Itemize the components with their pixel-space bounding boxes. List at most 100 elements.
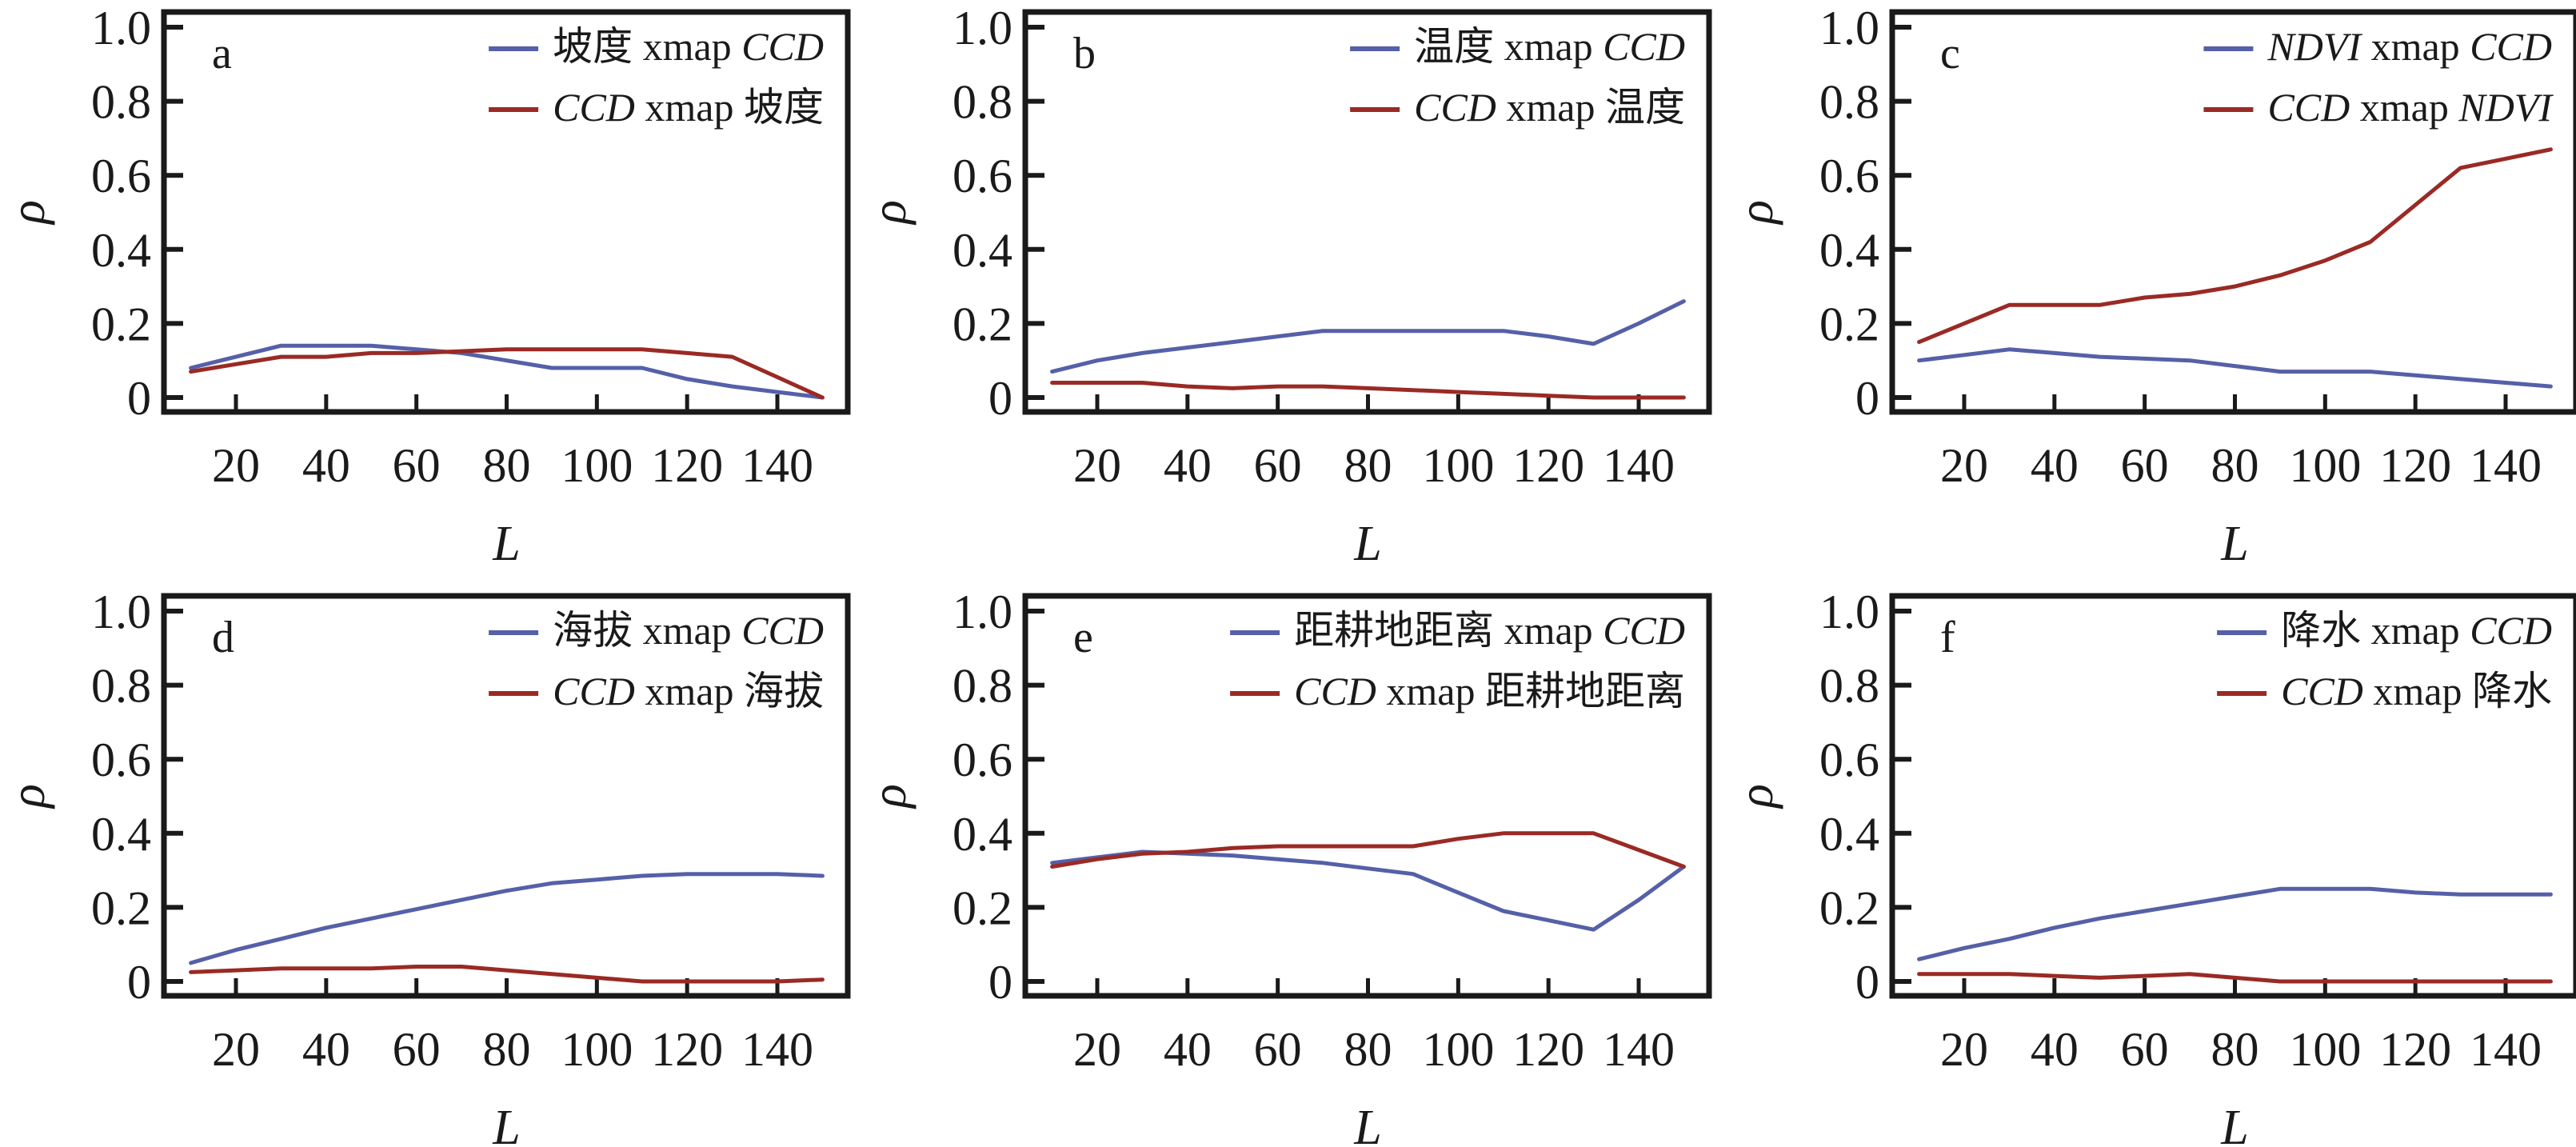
x-tick-label: 40 bbox=[2031, 1023, 2079, 1076]
x-tick-label: 60 bbox=[1254, 1023, 1302, 1076]
y-tick-label: 0.4 bbox=[91, 224, 151, 277]
series-line-ccd-xmap-var bbox=[1050, 831, 1686, 869]
y-tick-label: 1.0 bbox=[953, 585, 1012, 638]
x-tick-label: 120 bbox=[1512, 439, 1584, 492]
x-tick-label: 40 bbox=[2031, 439, 2079, 492]
series-line-ccd-xmap-var bbox=[189, 347, 825, 400]
x-tick-label: 40 bbox=[302, 1023, 350, 1076]
x-tick-label: 20 bbox=[1940, 1023, 1988, 1076]
y-axis-label: ρ bbox=[862, 200, 917, 226]
y-tick-label: 1.0 bbox=[953, 2, 1012, 54]
x-tick-label: 140 bbox=[2470, 439, 2542, 492]
panel-a: 0 0.2 0.4 0.6 0.8 1.0 20 40 60 80 100 120 140 Lρ a 坡度 x… bbox=[1, 2, 851, 571]
y-tick-label: 1.0 bbox=[1819, 585, 1879, 638]
x-tick-label: 20 bbox=[1073, 1023, 1121, 1076]
x-tick-label: 100 bbox=[2289, 439, 2361, 492]
panel-c: 0 0.2 0.4 0.6 0.8 1.0 20 40 60 80 100 120 140 Lρ c NDVI… bbox=[1729, 2, 2576, 571]
x-tick-label: 140 bbox=[1603, 1023, 1675, 1076]
y-tick-label: 0 bbox=[1855, 372, 1879, 425]
x-tick-label: 120 bbox=[2379, 1023, 2451, 1076]
y-tick-label: 0.2 bbox=[1819, 298, 1879, 350]
y-tick-label: 0.2 bbox=[953, 298, 1012, 350]
x-tick-label: 100 bbox=[1422, 439, 1494, 492]
panel-letter: d bbox=[212, 613, 234, 662]
x-tick-label: 120 bbox=[1512, 1023, 1584, 1076]
x-tick-label: 20 bbox=[212, 1023, 260, 1076]
y-tick-label: 0 bbox=[988, 956, 1012, 1009]
y-tick-label: 1.0 bbox=[1819, 2, 1879, 54]
y-tick-label: 0.8 bbox=[91, 660, 151, 713]
y-tick-label: 0.8 bbox=[91, 76, 151, 129]
panel-d: 0 0.2 0.4 0.6 0.8 1.0 20 40 60 80 100 120 140 Lρ d 海拔 x… bbox=[1, 585, 851, 1147]
y-tick-label: 0.6 bbox=[1819, 150, 1879, 202]
y-tick-label: 0.2 bbox=[91, 298, 151, 350]
y-tick-label: 0.6 bbox=[953, 733, 1012, 786]
x-tick-label: 80 bbox=[2211, 1023, 2259, 1076]
panel-f: 0 0.2 0.4 0.6 0.8 1.0 20 40 60 80 100 120 140 Lρ f 降水 x… bbox=[1729, 585, 2576, 1147]
series-line-ccd-xmap-var bbox=[189, 965, 825, 984]
x-tick-label: 100 bbox=[2289, 1023, 2361, 1076]
x-axis-label: L bbox=[1353, 1101, 1381, 1147]
x-axis-label: L bbox=[1353, 517, 1381, 571]
y-axis-label: ρ bbox=[1, 784, 55, 809]
x-tick-label: 140 bbox=[1603, 439, 1675, 492]
x-tick-label: 20 bbox=[1073, 439, 1121, 492]
y-tick-label: 1.0 bbox=[91, 585, 151, 638]
plot-frame bbox=[1022, 593, 1712, 999]
x-tick-label: 120 bbox=[651, 439, 723, 492]
y-tick-label: 0.4 bbox=[91, 808, 151, 861]
legend-label: 距耕地距离 xmap CCD bbox=[1294, 608, 1685, 653]
series-line-ccd-xmap-var bbox=[1917, 972, 2553, 984]
x-tick-label: 120 bbox=[2379, 439, 2451, 492]
legend-label: CCD xmap 坡度 bbox=[553, 85, 824, 130]
x-tick-label: 20 bbox=[212, 439, 260, 492]
y-tick-label: 0.2 bbox=[953, 881, 1012, 934]
x-tick-label: 40 bbox=[1164, 439, 1212, 492]
panel-letter: c bbox=[1940, 29, 1960, 78]
x-tick-label: 140 bbox=[741, 439, 813, 492]
x-tick-label: 60 bbox=[393, 439, 441, 492]
y-axis-label: ρ bbox=[1729, 784, 1783, 809]
panel-b: 0 0.2 0.4 0.6 0.8 1.0 20 40 60 80 100 120 140 Lρ b 温度 x… bbox=[862, 2, 1712, 571]
series-line-var-xmap-ccd bbox=[189, 343, 825, 400]
y-tick-label: 0.2 bbox=[91, 881, 151, 934]
legend-label: CCD xmap NDVI bbox=[2267, 85, 2554, 130]
x-tick-label: 140 bbox=[741, 1023, 813, 1076]
y-tick-label: 0.8 bbox=[953, 76, 1012, 129]
plot-frame bbox=[1889, 593, 2576, 999]
legend-label: 海拔 xmap CCD bbox=[553, 608, 824, 653]
series-line-var-xmap-ccd bbox=[1917, 347, 2553, 389]
panel-letter: e bbox=[1073, 613, 1093, 662]
x-tick-label: 40 bbox=[302, 439, 350, 492]
series-line-var-xmap-ccd bbox=[189, 872, 825, 965]
legend-label: 降水 xmap CCD bbox=[2281, 608, 2552, 653]
y-tick-label: 0.4 bbox=[1819, 224, 1879, 277]
legend-label: 坡度 xmap CCD bbox=[553, 24, 824, 69]
legend-label: CCD xmap 距耕地距离 bbox=[1294, 669, 1685, 713]
y-tick-label: 0 bbox=[127, 372, 151, 425]
x-tick-label: 60 bbox=[1254, 439, 1302, 492]
legend-label: CCD xmap 海拔 bbox=[553, 669, 824, 713]
x-tick-label: 100 bbox=[561, 439, 633, 492]
y-tick-label: 0.6 bbox=[1819, 733, 1879, 786]
panel-letter: b bbox=[1073, 29, 1096, 78]
x-tick-label: 60 bbox=[2121, 1023, 2169, 1076]
y-tick-label: 0.4 bbox=[953, 224, 1012, 277]
x-tick-label: 80 bbox=[483, 1023, 531, 1076]
y-tick-label: 1.0 bbox=[91, 2, 151, 54]
x-axis-label: L bbox=[2220, 517, 2248, 571]
x-tick-label: 120 bbox=[651, 1023, 723, 1076]
x-tick-label: 20 bbox=[1940, 439, 1988, 492]
legend-label: 温度 xmap CCD bbox=[1414, 24, 1685, 69]
y-tick-label: 0.8 bbox=[953, 660, 1012, 713]
x-axis-label: L bbox=[492, 1101, 520, 1147]
x-tick-label: 80 bbox=[1344, 1023, 1392, 1076]
x-axis-label: L bbox=[2220, 1101, 2248, 1147]
x-tick-label: 100 bbox=[1422, 1023, 1494, 1076]
y-axis-label: ρ bbox=[1729, 200, 1783, 226]
plot-frame bbox=[161, 9, 851, 415]
y-tick-label: 0.2 bbox=[1819, 881, 1879, 934]
y-tick-label: 0.6 bbox=[91, 150, 151, 202]
x-tick-label: 100 bbox=[561, 1023, 633, 1076]
